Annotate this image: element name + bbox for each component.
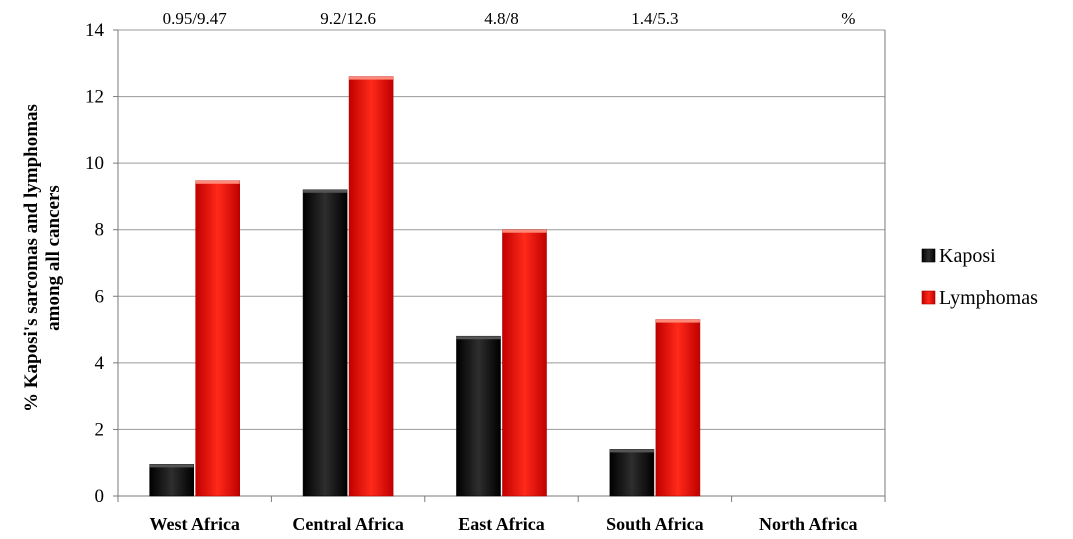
y-tick-label: 4 [95,353,105,374]
y-tick-label: 0 [95,486,105,507]
y-axis-label-line: % Kaposi's sarcomas and lymphomas [21,104,42,412]
bar-top-highlight [195,180,240,184]
axes [113,29,886,502]
bar-kaposi-central-africa [302,189,348,497]
bars [149,76,701,497]
y-axis-label-line: among all cancers [43,185,64,331]
y-tick-label: 14 [85,20,105,41]
bar-top-highlight [655,319,700,323]
top-annotation: 1.4/5.3 [631,9,678,28]
y-tick-label: 6 [95,286,105,307]
y-tick-label: 8 [95,220,105,241]
top-annotation: 4.8/8 [484,9,518,28]
bar-top-highlight [609,449,654,453]
x-category-label: South Africa [606,514,704,534]
legend-swatch-kaposi [921,248,936,263]
y-tick-label: 12 [85,87,104,108]
bar-lymphomas-central-africa [348,76,394,497]
bar-kaposi-east-africa [456,335,501,497]
y-axis-label: % Kaposi's sarcomas and lymphomasamong a… [21,104,64,412]
bar-lymphomas-west-africa [195,180,240,497]
x-category-label: East Africa [458,514,544,534]
bar-lymphomas-south-africa [655,319,701,497]
x-category-label: Central Africa [292,514,403,534]
bar-lymphomas-east-africa [502,229,547,497]
legend-label-kaposi: Kaposi [939,245,996,267]
bar-kaposi-west-africa [149,464,194,497]
bar-top-highlight [349,76,394,80]
gridlines [118,29,885,430]
legend: Kaposi Lymphomas [921,245,1038,309]
x-category-label: West Africa [149,514,239,534]
bar-top-highlight [456,336,501,340]
bar-kaposi-south-africa [609,449,655,497]
bar-top-highlight [149,464,194,468]
top-annotation: 0.95/9.47 [163,9,228,28]
y-tick-label: 10 [85,153,104,174]
x-category-label: North Africa [759,514,857,534]
bar-top-highlight [303,189,348,193]
labels: 0 2 4 6 8 10 12 14 West Africa Central Africa East… [21,9,858,534]
top-annotation: 9.2/12.6 [320,9,376,28]
bar-top-highlight [502,229,547,233]
y-tick-label: 2 [95,419,105,440]
legend-swatch-lymphomas [921,290,936,305]
top-annotation: % [841,9,855,28]
legend-label-lymphomas: Lymphomas [939,287,1038,309]
